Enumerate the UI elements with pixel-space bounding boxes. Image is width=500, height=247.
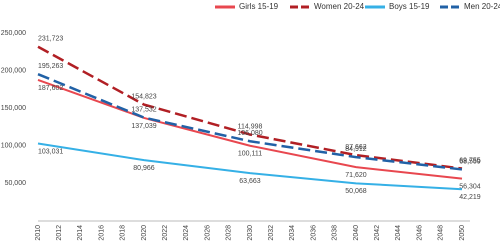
data-label: 80,966 bbox=[133, 165, 155, 172]
data-label: 42,219 bbox=[459, 194, 481, 201]
x-tick-label: 2030 bbox=[247, 225, 254, 241]
series-line bbox=[37, 78, 463, 180]
data-label: 69,755 bbox=[459, 157, 481, 164]
data-label: 137,532 bbox=[131, 106, 156, 113]
data-label: 50,068 bbox=[345, 188, 367, 195]
data-label: 137,039 bbox=[131, 123, 156, 130]
legend-label: Girls 15-19 bbox=[239, 2, 279, 11]
data-label: 154,823 bbox=[131, 93, 156, 100]
data-label: 68,559 bbox=[459, 158, 481, 165]
data-label: 231,723 bbox=[38, 36, 63, 43]
x-tick-label: 2044 bbox=[395, 225, 402, 241]
data-label: 71,620 bbox=[345, 172, 367, 179]
x-tick-label: 2014 bbox=[77, 225, 84, 241]
x-tick-label: 2048 bbox=[438, 225, 445, 241]
data-label: 63,663 bbox=[239, 178, 261, 185]
series-line bbox=[37, 142, 463, 191]
x-tick-label: 2020 bbox=[141, 225, 148, 241]
y-tick-label: 200,000 bbox=[1, 67, 26, 74]
data-label: 100,111 bbox=[238, 151, 262, 158]
x-tick-label: 2036 bbox=[310, 225, 317, 241]
data-label: 87,662 bbox=[345, 144, 367, 151]
x-tick-label: 2042 bbox=[374, 225, 381, 241]
x-tick-label: 2038 bbox=[332, 225, 339, 241]
data-label: 114,998 bbox=[238, 123, 263, 130]
x-tick-label: 2018 bbox=[120, 225, 127, 241]
data-label: 103,031 bbox=[38, 148, 63, 155]
x-tick-label: 2026 bbox=[204, 225, 211, 241]
x-tick-label: 2028 bbox=[226, 225, 233, 241]
y-tick-label: 250,000 bbox=[1, 30, 26, 37]
data-label: 106,080 bbox=[237, 130, 262, 137]
series-line bbox=[37, 45, 463, 170]
x-tick-label: 2046 bbox=[416, 225, 423, 241]
x-tick-label: 2032 bbox=[268, 225, 275, 241]
legend-label: Boys 15-19 bbox=[389, 2, 430, 11]
legend-label: Men 20-24 bbox=[464, 2, 500, 11]
x-tick-label: 2050 bbox=[459, 225, 466, 241]
data-label: 195,263 bbox=[38, 63, 63, 70]
data-label: 56,304 bbox=[459, 184, 481, 191]
y-tick-label: 50,000 bbox=[5, 180, 27, 187]
x-tick-label: 2012 bbox=[56, 225, 63, 241]
data-label: 84,912 bbox=[345, 146, 367, 153]
x-tick-label: 2024 bbox=[183, 225, 190, 241]
y-tick-label: 150,000 bbox=[1, 105, 26, 112]
data-label: 187,602 bbox=[38, 85, 63, 92]
legend-label: Women 20-24 bbox=[314, 2, 365, 11]
x-tick-label: 2010 bbox=[35, 225, 42, 241]
x-tick-label: 2040 bbox=[353, 225, 360, 241]
y-tick-label: 100,000 bbox=[1, 143, 26, 150]
series-line bbox=[37, 73, 463, 171]
x-tick-label: 2034 bbox=[289, 225, 296, 241]
x-tick-label: 2016 bbox=[98, 225, 105, 241]
x-tick-label: 2022 bbox=[162, 225, 169, 241]
